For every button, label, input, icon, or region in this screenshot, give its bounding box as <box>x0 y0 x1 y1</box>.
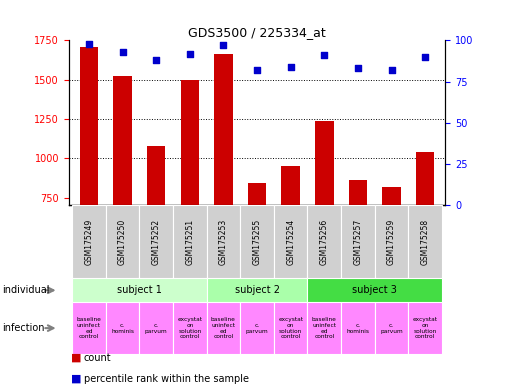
Text: GSM175256: GSM175256 <box>320 219 329 265</box>
Bar <box>315 121 333 205</box>
Text: baseline
uninfect
ed
control: baseline uninfect ed control <box>211 317 236 339</box>
Bar <box>139 205 173 278</box>
Point <box>387 67 395 73</box>
Bar <box>240 205 274 278</box>
Text: GSM175259: GSM175259 <box>387 219 396 265</box>
Bar <box>72 205 106 278</box>
Point <box>287 64 295 70</box>
Text: GSM175254: GSM175254 <box>286 219 295 265</box>
Bar <box>106 205 139 278</box>
Bar <box>106 302 139 354</box>
Bar <box>274 205 307 278</box>
Text: excystat
on
solution
control: excystat on solution control <box>413 317 438 339</box>
Text: GSM175252: GSM175252 <box>152 219 161 265</box>
Text: percentile rank within the sample: percentile rank within the sample <box>84 374 249 384</box>
Bar <box>207 205 240 278</box>
Bar <box>173 205 207 278</box>
Bar <box>408 205 442 278</box>
Bar <box>307 278 442 302</box>
Bar <box>139 302 173 354</box>
Point <box>421 54 429 60</box>
Bar <box>307 302 341 354</box>
Bar <box>79 46 98 205</box>
Bar <box>341 302 375 354</box>
Bar <box>214 55 233 205</box>
Bar <box>416 152 435 205</box>
Bar <box>72 302 106 354</box>
Bar <box>207 278 307 302</box>
Text: infection: infection <box>3 323 45 333</box>
Bar <box>181 79 199 205</box>
Bar <box>375 205 408 278</box>
Text: c.
parvum: c. parvum <box>246 323 268 334</box>
Text: subject 2: subject 2 <box>235 285 279 295</box>
Bar <box>240 302 274 354</box>
Point <box>119 49 127 55</box>
Text: GSM175258: GSM175258 <box>421 219 430 265</box>
Bar <box>72 278 207 302</box>
Text: count: count <box>84 353 111 363</box>
Text: ■: ■ <box>71 374 82 384</box>
Bar <box>147 146 165 205</box>
Text: c.
parvum: c. parvum <box>145 323 167 334</box>
Text: excystat
on
solution
control: excystat on solution control <box>278 317 303 339</box>
Point <box>320 52 328 58</box>
Bar <box>408 302 442 354</box>
Text: GSM175251: GSM175251 <box>185 219 194 265</box>
Text: individual: individual <box>3 285 50 295</box>
Text: GSM175255: GSM175255 <box>252 219 262 265</box>
Text: baseline
uninfect
ed
control: baseline uninfect ed control <box>76 317 101 339</box>
Title: GDS3500 / 225334_at: GDS3500 / 225334_at <box>188 26 326 39</box>
Bar <box>307 205 341 278</box>
Text: baseline
uninfect
ed
control: baseline uninfect ed control <box>312 317 337 339</box>
Text: excystat
on
solution
control: excystat on solution control <box>177 317 202 339</box>
Bar <box>281 166 300 205</box>
Bar <box>382 187 401 205</box>
Point <box>152 57 160 63</box>
Text: ■: ■ <box>71 353 82 363</box>
Bar <box>341 205 375 278</box>
Text: GSM175250: GSM175250 <box>118 219 127 265</box>
Bar <box>114 76 132 205</box>
Bar <box>349 180 367 205</box>
Text: GSM175249: GSM175249 <box>84 219 93 265</box>
Bar <box>375 302 408 354</box>
Text: subject 1: subject 1 <box>117 285 162 295</box>
Text: c.
hominis: c. hominis <box>347 323 370 334</box>
Text: GSM175257: GSM175257 <box>353 219 362 265</box>
Text: GSM175253: GSM175253 <box>219 219 228 265</box>
Bar <box>207 302 240 354</box>
Point <box>219 42 228 48</box>
Point <box>253 67 261 73</box>
Point <box>354 65 362 71</box>
Bar <box>173 302 207 354</box>
Bar <box>248 183 266 205</box>
Point <box>186 50 194 56</box>
Point <box>85 41 93 47</box>
Bar <box>274 302 307 354</box>
Text: c.
parvum: c. parvum <box>380 323 403 334</box>
Text: c.
hominis: c. hominis <box>111 323 134 334</box>
Text: subject 3: subject 3 <box>352 285 397 295</box>
